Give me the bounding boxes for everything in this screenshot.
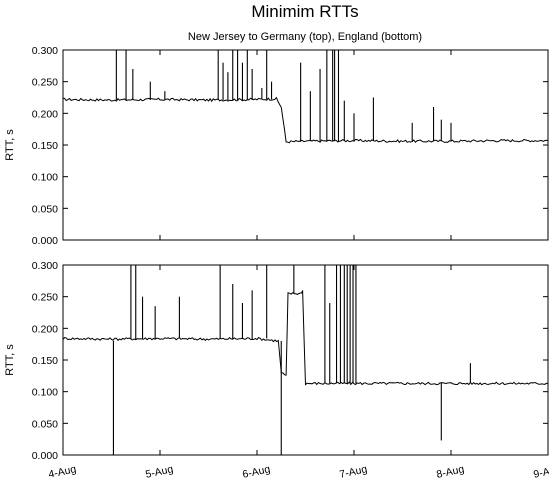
x-tick-label: 6-Aug: [241, 463, 271, 481]
x-tick-label: 5-Aug: [144, 463, 174, 481]
x-tick-label: 7-Aug: [338, 463, 368, 481]
y-tick-label: 0.000: [32, 235, 58, 247]
series-line: [63, 96, 549, 144]
y-tick-label: 0.050: [32, 418, 58, 430]
y-tick-label: 0.200: [32, 323, 58, 335]
top-panel: 0.000 0.050 0.100 0.150 0.200 0.250 0.300 RTT, …: [4, 45, 549, 247]
y-tick-label: 0.150: [32, 355, 58, 367]
y-tick-label: 0.150: [32, 140, 58, 152]
y-tick-label: 0.300: [32, 260, 58, 272]
chart-subtitle: New Jersey to Germany (top), England (bo…: [188, 31, 422, 43]
y-tick-label: 0.250: [32, 77, 58, 89]
x-tick-label: 8-Aug: [435, 463, 465, 481]
series-line: [62, 290, 548, 386]
y-tick-label: 0.100: [32, 172, 58, 184]
x-tick-label: 4-Aug: [47, 463, 77, 481]
y-tick-label: 0.000: [32, 450, 58, 462]
bottom-panel: 0.000 0.050 0.100 0.150 0.200 0.250 0.300 4-Aug…: [4, 260, 549, 481]
y-tick-label: 0.300: [32, 45, 58, 57]
y-tick-label: 0.200: [32, 108, 58, 120]
plot-frame: [62, 49, 549, 241]
y-tick-label: 0.050: [32, 203, 58, 215]
y-axis-label: RTT, s: [4, 344, 16, 376]
y-tick-label: 0.250: [32, 292, 58, 304]
x-tick-label: 9-Aug: [532, 463, 549, 481]
chart-title: Minimim RTTs: [251, 2, 358, 21]
y-axis-label: RTT, s: [4, 129, 16, 161]
y-tick-label: 0.100: [32, 387, 58, 399]
